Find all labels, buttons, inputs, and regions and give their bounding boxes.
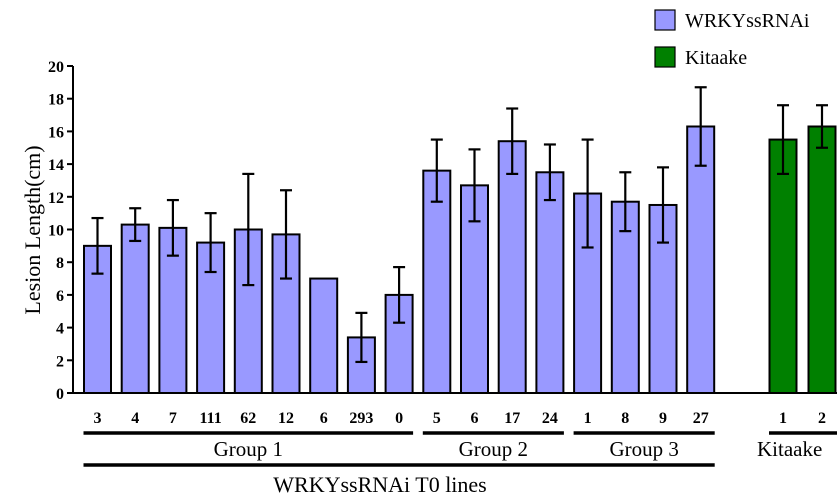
x-tick-labels: 3 4 7 111 62 12 6 293 0 5 6 17 24 1 8 9 27 1 2 <box>94 410 827 427</box>
x-tick-label: 5 <box>433 410 441 427</box>
x-tick-label: 6 <box>320 410 328 427</box>
x-tick-label: 27 <box>693 410 709 427</box>
x-tick-label: 24 <box>542 410 558 427</box>
x-tick-label: 7 <box>169 410 177 427</box>
bars <box>83 86 837 395</box>
y-tick-label: 8 <box>56 255 64 272</box>
bar <box>535 171 565 394</box>
x-tick-label: 6 <box>471 410 479 427</box>
x-tick-label: 12 <box>278 410 294 427</box>
y-tick-label: 2 <box>56 353 64 370</box>
bar <box>768 138 798 394</box>
bar <box>83 244 112 394</box>
group-label: Group 2 <box>459 437 528 461</box>
x-tick-label: 3 <box>94 410 102 427</box>
bar <box>120 223 150 394</box>
x-tick-label: 293 <box>349 410 373 427</box>
legend-label-kitaake: Kitaake <box>685 47 747 69</box>
bar <box>422 169 452 394</box>
kitaake-group-label: Kitaake <box>757 437 822 461</box>
y-tick-label: 4 <box>56 321 64 338</box>
x-tick-label: 9 <box>659 410 667 427</box>
y-tick-label: 14 <box>48 157 64 174</box>
group-label: Group 1 <box>214 437 283 461</box>
x-tick-label: 111 <box>199 410 221 427</box>
y-tick-label: 16 <box>48 124 64 141</box>
y-axis-label: Lesion Length(cm) <box>20 145 45 314</box>
group-label: Group 3 <box>609 437 678 461</box>
x-tick-label: 17 <box>504 410 520 427</box>
x-tick-label: 8 <box>621 410 629 427</box>
y-axis: 0 2 4 6 8 10 12 14 16 18 20 <box>48 59 837 403</box>
y-tick-label: 20 <box>48 59 64 76</box>
x-tick-label: 1 <box>779 410 787 427</box>
bar <box>648 203 678 394</box>
bar <box>807 125 837 395</box>
y-tick-label: 6 <box>56 288 64 305</box>
x-axis-label: WRKYssRNAi T0 lines <box>273 472 487 496</box>
y-tick-label: 12 <box>48 190 64 207</box>
y-tick-label: 18 <box>48 92 64 109</box>
bar <box>309 277 339 394</box>
x-tick-label: 1 <box>584 410 592 427</box>
legend-label-wrky: WRKYssRNAi <box>685 10 810 32</box>
x-tick-label: 0 <box>395 410 403 427</box>
y-tick-label: 0 <box>56 386 64 403</box>
bar <box>497 140 527 394</box>
x-tick-label: 4 <box>131 410 139 427</box>
x-tick-label: 2 <box>818 410 826 427</box>
x-tick-label: 62 <box>240 410 256 427</box>
y-tick-label: 10 <box>48 223 64 240</box>
legend-swatch-kitaake <box>654 46 676 68</box>
legend-swatch-wrky <box>654 9 676 31</box>
group-brackets: Group 1 Group 2 Group 3 Kitaake <box>83 431 837 467</box>
legend: WRKYssRNAi Kitaake <box>654 9 810 69</box>
